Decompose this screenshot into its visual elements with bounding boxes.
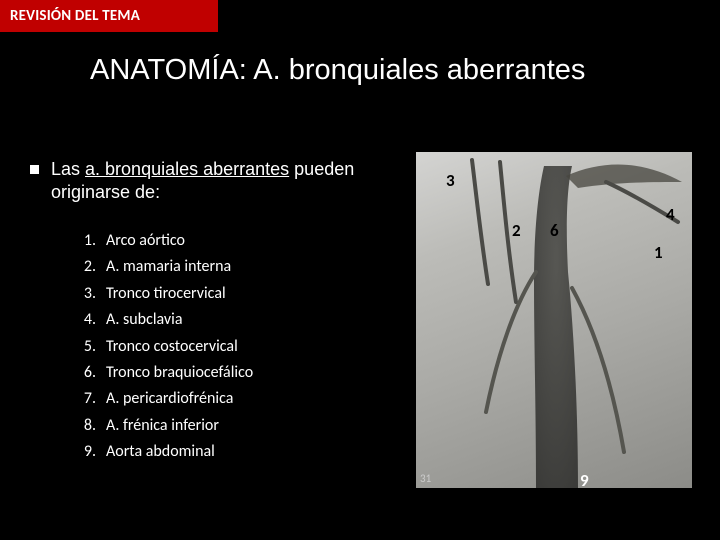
list-item-text: A. mamaria interna xyxy=(106,254,231,280)
list-item-number: 5. xyxy=(74,334,96,360)
angiogram-corner: 31 xyxy=(420,472,431,485)
header-tab-label: REVISIÓN DEL TEMA xyxy=(10,7,140,25)
list-item: 5. Tronco costocervical xyxy=(74,334,374,360)
bullet-square-icon xyxy=(30,165,39,174)
list-item-number: 2. xyxy=(74,254,96,280)
list-item: 8. A. frénica inferior xyxy=(74,413,374,439)
list-item: 2. A. mamaria interna xyxy=(74,254,374,280)
angiogram-label: 2 xyxy=(512,220,521,241)
list-item-text: A. subclavia xyxy=(106,307,182,333)
list-item: 1. Arco aórtico xyxy=(74,228,374,254)
list-item-number: 8. xyxy=(74,413,96,439)
angiogram-label: 6 xyxy=(550,220,559,241)
bullet-emph: a. bronquiales aberrantes xyxy=(85,159,289,179)
bullet-text: Las a. bronquiales aberrantes pueden ori… xyxy=(51,158,370,205)
list-item-text: A. frénica inferior xyxy=(106,413,219,439)
angiogram-panel: 31 3 2 6 41 9 xyxy=(416,152,692,488)
intro-bullet: Las a. bronquiales aberrantes pueden ori… xyxy=(30,158,370,205)
angiogram-label: 4 xyxy=(666,204,675,225)
list-item-number: 9. xyxy=(74,439,96,465)
list-item-number: 3. xyxy=(74,281,96,307)
bullet-t1: Las xyxy=(51,159,85,179)
origin-list: 1. Arco aórtico 2. A. mamaria interna 3. Tron… xyxy=(74,228,374,466)
list-item-number: 6. xyxy=(74,360,96,386)
list-item: 9. Aorta abdominal xyxy=(74,439,374,465)
list-item-number: 7. xyxy=(74,386,96,412)
list-item-text: Arco aórtico xyxy=(106,228,185,254)
list-item-number: 4. xyxy=(74,307,96,333)
slide-title: ANATOMÍA: A. bronquiales aberrantes xyxy=(90,54,690,87)
angiogram-label: 1 xyxy=(654,242,663,263)
list-item-text: Tronco tirocervical xyxy=(106,281,226,307)
title-prefix: ANATOMÍA: xyxy=(90,54,253,86)
list-item: 7. A. pericardiofrénica xyxy=(74,386,374,412)
list-item: 6. Tronco braquiocefálico xyxy=(74,360,374,386)
list-item-text: A. pericardiofrénica xyxy=(106,386,233,412)
list-item: 4. A. subclavia xyxy=(74,307,374,333)
header-tab: REVISIÓN DEL TEMA xyxy=(0,0,218,32)
angiogram-svg xyxy=(416,152,692,488)
list-item-text: Tronco costocervical xyxy=(106,334,238,360)
title-main: A. bronquiales aberrantes xyxy=(253,54,585,86)
angiogram-label: 9 xyxy=(580,470,589,488)
list-item-text: Tronco braquiocefálico xyxy=(106,360,253,386)
list-item-text: Aorta abdominal xyxy=(106,439,215,465)
angiogram-label: 3 xyxy=(446,170,455,191)
list-item: 3. Tronco tirocervical xyxy=(74,281,374,307)
list-item-number: 1. xyxy=(74,228,96,254)
